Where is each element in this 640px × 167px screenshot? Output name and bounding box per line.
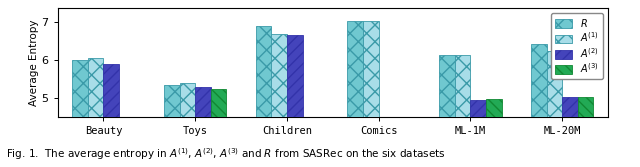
Bar — [180, 83, 195, 117]
Bar — [486, 99, 502, 117]
Bar — [72, 60, 88, 117]
Bar — [271, 34, 287, 117]
Bar — [531, 44, 547, 117]
Bar — [363, 21, 379, 117]
Bar — [578, 97, 593, 117]
Y-axis label: Average Entropy: Average Entropy — [29, 19, 38, 106]
Bar — [287, 35, 303, 117]
Bar — [470, 100, 486, 117]
Bar — [195, 87, 211, 117]
Bar — [348, 21, 363, 117]
Bar — [164, 85, 180, 117]
Bar — [88, 58, 104, 117]
Bar — [104, 64, 119, 117]
Bar — [455, 55, 470, 117]
Bar — [211, 90, 227, 117]
Text: Fig. 1.  The average entropy in $A^{(1)}$, $A^{(2)}$, $A^{(3)}$ and $R$ from SAS: Fig. 1. The average entropy in $A^{(1)}$… — [6, 146, 446, 162]
Legend: $R$, $A^{(1)}$, $A^{(2)}$, $A^{(3)}$: $R$, $A^{(1)}$, $A^{(2)}$, $A^{(3)}$ — [551, 13, 603, 79]
Bar — [562, 97, 578, 117]
Bar — [547, 51, 562, 117]
Bar — [439, 55, 455, 117]
Bar — [256, 26, 271, 117]
